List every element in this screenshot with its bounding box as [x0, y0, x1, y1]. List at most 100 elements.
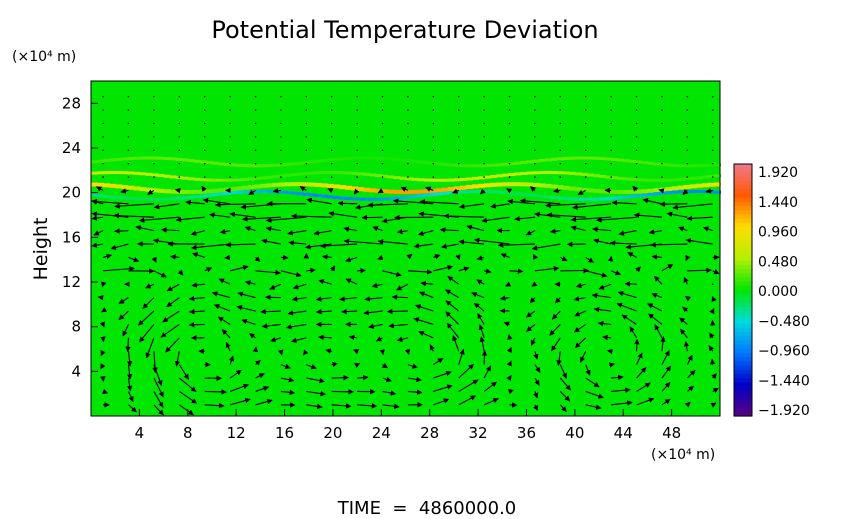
vector-dot — [610, 176, 612, 178]
vector-dot — [330, 136, 333, 138]
vector-arrow — [244, 226, 256, 232]
colorbar-frame — [733, 163, 753, 417]
vector-arrow — [174, 351, 181, 367]
vector-dot — [407, 149, 409, 152]
field-band-cell — [484, 164, 492, 168]
vector-arrow — [686, 369, 696, 379]
vector-arrow — [191, 282, 205, 288]
colorbar-cell — [734, 365, 752, 371]
vector-arrow — [471, 292, 485, 299]
field-band-cell — [205, 178, 213, 182]
vector-dot — [305, 136, 308, 138]
field-band-cell — [248, 185, 256, 190]
vector-arrow — [661, 365, 672, 379]
vector-dot — [407, 109, 409, 111]
field-band-cell — [121, 171, 129, 175]
x-tick-label: 44 — [614, 424, 633, 442]
field-band-cell — [520, 192, 528, 196]
field-band-cell — [605, 197, 613, 201]
vector-arrow — [113, 212, 154, 219]
vector-arrow — [559, 377, 572, 391]
vector-arrow — [531, 243, 561, 251]
vector-dot — [203, 122, 206, 125]
field-band-cell — [526, 171, 534, 175]
field-band-cell — [677, 185, 685, 190]
field-band-cell — [115, 195, 123, 199]
colorbar-cell — [734, 248, 752, 253]
vector-arrow — [137, 310, 155, 326]
vector-dot — [254, 176, 257, 178]
vector-dot — [686, 95, 689, 98]
field-band-cell — [375, 156, 383, 160]
vector-dot — [127, 176, 130, 178]
vector-arrow — [287, 230, 307, 236]
field-band-cell — [447, 191, 455, 195]
colorbar-cell — [734, 222, 752, 228]
field-band-cell — [97, 159, 105, 163]
vector-dot — [686, 176, 689, 178]
field-band-cell — [351, 186, 359, 191]
y-tick-label: 28 — [62, 94, 81, 112]
field-band-cell — [417, 189, 425, 194]
vector-dot — [127, 109, 130, 111]
field-band-cell — [205, 193, 213, 197]
vector-arrow — [102, 388, 109, 394]
vector-arrow — [710, 402, 717, 408]
vector-arrow — [490, 203, 510, 209]
field-band-cell — [653, 178, 661, 182]
field-band-cell — [617, 189, 625, 194]
vector-arrow — [585, 377, 600, 388]
vector-arrow — [481, 350, 488, 365]
vector-arrow — [95, 186, 104, 192]
vector-arrow — [683, 340, 690, 352]
vector-dot — [178, 162, 181, 165]
field-band-cell — [345, 171, 353, 175]
field-band-cell — [139, 197, 147, 201]
field-band-cell — [671, 186, 679, 191]
vector-dot — [508, 149, 511, 152]
vector-arrow — [213, 304, 231, 312]
field-band-cell — [544, 195, 552, 199]
field-band-cell — [254, 184, 262, 189]
vector-arrow — [357, 403, 378, 409]
vector-arrow — [433, 357, 444, 366]
field-band-cell — [254, 164, 262, 168]
field-band-cell — [556, 196, 564, 200]
field-band-cell — [314, 182, 322, 187]
vector-arrow — [99, 321, 105, 328]
field-band-cell — [568, 156, 576, 160]
vector-arrow — [507, 334, 513, 340]
field-band-cell — [429, 188, 437, 193]
time-label: TIME = 4860000.0 — [337, 498, 517, 519]
colorbar-cell — [734, 277, 752, 283]
colorbar-label: −0.480 — [758, 314, 810, 330]
field-band-cell — [701, 164, 709, 168]
vector-dot — [534, 176, 536, 178]
vector-dot — [457, 162, 460, 165]
field-band-cell — [133, 186, 141, 191]
field-band-cell — [441, 162, 449, 166]
field-band-cell — [478, 164, 486, 168]
colorbar-label: −1.440 — [758, 373, 810, 389]
vector-dot — [610, 109, 612, 111]
field-band-cell — [653, 192, 661, 196]
field-band-cell — [586, 188, 594, 193]
vector-arrow — [533, 404, 539, 412]
vector-dot — [584, 95, 587, 98]
vector-arrow — [429, 344, 435, 352]
field-band-cell — [423, 189, 431, 194]
vector-arrow — [506, 188, 513, 194]
vector-dot — [635, 109, 638, 111]
vector-dot — [127, 162, 130, 165]
vector-dot — [229, 176, 231, 178]
field-band-cell — [544, 158, 552, 162]
field-band-cell — [326, 171, 334, 175]
vector-arrow — [392, 198, 434, 205]
x-tick-label: 36 — [517, 424, 536, 442]
field-band-cell — [623, 195, 631, 199]
vector-dot — [203, 149, 206, 152]
field-band-cell — [611, 189, 619, 194]
vector-dot — [711, 162, 714, 165]
field-band-cell — [544, 183, 552, 188]
